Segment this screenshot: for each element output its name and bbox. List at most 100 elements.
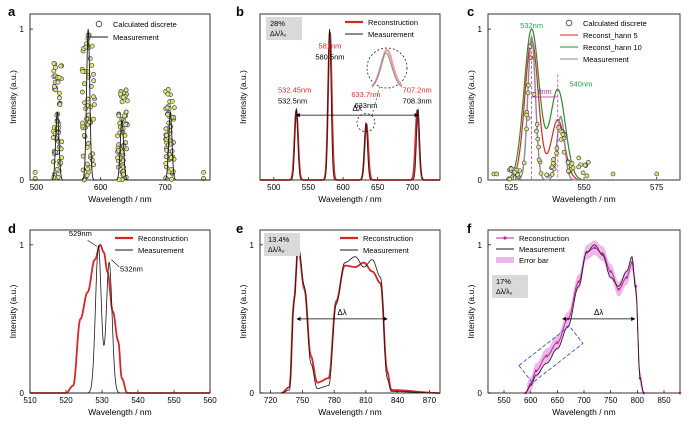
legend-marker: [503, 236, 507, 240]
delta-lambda-label: Δλ: [353, 104, 362, 113]
legend-marker: [565, 19, 573, 27]
discrete-point: [54, 166, 60, 172]
measurement-line: [30, 244, 210, 394]
reconstruction-line: [260, 31, 440, 181]
discrete-point: [525, 90, 531, 96]
x-tick-label: 500: [30, 183, 44, 192]
panel-f: f 550 600 650 700 750 800 850 0 1 Wavelength / nm I…: [466, 221, 682, 417]
discrete-point: [51, 84, 57, 90]
x-tick-label: 650: [551, 396, 565, 405]
legend-label: Measurement: [519, 245, 566, 254]
discrete-point: [582, 162, 588, 168]
discrete-point: [535, 136, 541, 142]
discrete-point: [82, 81, 87, 87]
legend-label: Reconst_hann 5: [583, 31, 638, 40]
discrete-point: [584, 173, 590, 179]
discrete-point: [80, 89, 85, 95]
discrete-point: [168, 141, 174, 147]
x-tick-label: 700: [577, 396, 591, 405]
discrete-point: [115, 155, 120, 161]
reconstruction-point: [617, 287, 620, 291]
panel-label: a: [8, 4, 16, 19]
discrete-point: [570, 165, 576, 171]
discrete-point: [586, 159, 591, 165]
badge-unit: Δλ/λ₀: [496, 289, 513, 296]
legend-label: Measurement: [138, 246, 185, 255]
discrete-point: [91, 162, 97, 168]
measurement-line: [488, 34, 680, 181]
x-tick-label: 600: [94, 183, 108, 192]
discrete-point: [534, 122, 540, 127]
badge-unit: Δλ/λ₀: [270, 31, 287, 38]
reconstruction-line: [525, 247, 680, 394]
x-tick-label: 800: [631, 396, 645, 405]
meas-peak-label: 708.3nm: [403, 96, 432, 105]
discrete-point: [56, 75, 62, 81]
legend-label: Reconstruction: [363, 234, 413, 243]
x-tick-label: 550: [577, 183, 591, 192]
legend-label: Measurement: [113, 33, 160, 42]
discrete-point: [524, 112, 529, 118]
y-tick-label: 1: [478, 25, 483, 34]
discrete-point: [538, 170, 544, 176]
peak1-label: 529nm: [69, 229, 92, 238]
discrete-point: [610, 171, 616, 177]
discrete-point: [91, 116, 96, 122]
discrete-point: [84, 102, 90, 108]
x-axis-label: Wavelength / nm: [318, 407, 381, 417]
x-axis-label: Wavelength / nm: [88, 194, 151, 204]
discrete-point: [116, 113, 122, 119]
discrete-point: [515, 172, 520, 178]
discrete-point: [576, 164, 581, 170]
legend-label: Measurement: [363, 246, 410, 255]
discrete-point: [171, 105, 177, 111]
discrete-point: [165, 112, 171, 117]
badge-unit: Δλ/λ₀: [268, 247, 285, 254]
discrete-point: [569, 161, 575, 166]
discrete-point: [118, 91, 123, 97]
discrete-point: [89, 43, 95, 49]
y-tick-label: 1: [20, 241, 25, 250]
peak1-pointer: [87, 240, 98, 247]
badge-value: 17%: [496, 277, 511, 286]
y-axis-label: Intensity (a.u.): [8, 284, 18, 338]
peak2-pointer: [111, 259, 120, 268]
reconstruction-point: [577, 280, 580, 284]
reconstruction-point: [534, 369, 538, 373]
panel-label: f: [467, 221, 472, 236]
meas-peak-label: 580.5nm: [315, 53, 344, 62]
discrete-point: [59, 155, 65, 161]
ratio-badge: [266, 17, 302, 40]
ratio-badge: [492, 275, 528, 298]
y-axis-label: Intensity (a.u.): [466, 284, 476, 338]
measurement-line: [30, 29, 210, 181]
discrete-point: [50, 135, 56, 141]
reconstruction-point: [601, 252, 604, 256]
x-tick-label: 560: [203, 396, 217, 405]
discrete-point: [166, 120, 172, 126]
x-tick-label: 700: [158, 183, 172, 192]
discrete-point: [122, 113, 127, 119]
x-tick-label: 840: [391, 396, 405, 405]
discrete-point: [561, 149, 567, 155]
x-tick-label: 540: [131, 396, 145, 405]
discrete-point: [524, 126, 529, 132]
y-axis-label: Intensity (a.u.): [8, 70, 18, 124]
x-axis-label: Wavelength / nm: [552, 194, 615, 204]
discrete-point: [565, 160, 571, 165]
discrete-point: [527, 44, 533, 49]
separation-label: 8nm: [538, 89, 552, 96]
discrete-point: [169, 176, 174, 182]
reconstruction-line: [280, 247, 440, 394]
y-tick-label: 0: [20, 176, 25, 185]
y-axis-label: Intensity (a.u.): [466, 70, 476, 124]
discrete-point: [53, 65, 58, 70]
panel-b: b 500 550 600 650 700 Wavelength / nm Intensity…: [236, 4, 441, 204]
panel-c: c 525 550 575 0 1 Wavelength / nm Intensity (a.…: [466, 4, 681, 204]
discrete-point: [654, 171, 660, 177]
peak2-label: 532nm: [120, 264, 143, 273]
discrete-point: [556, 125, 561, 130]
y-axis-label: Intensity (a.u.): [238, 284, 248, 338]
meas-peak-label: 633nm: [354, 101, 377, 110]
discrete-point: [51, 61, 57, 66]
